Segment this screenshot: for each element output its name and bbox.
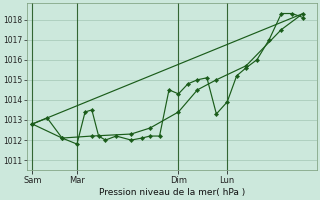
X-axis label: Pression niveau de la mer( hPa ): Pression niveau de la mer( hPa ) bbox=[99, 188, 245, 197]
